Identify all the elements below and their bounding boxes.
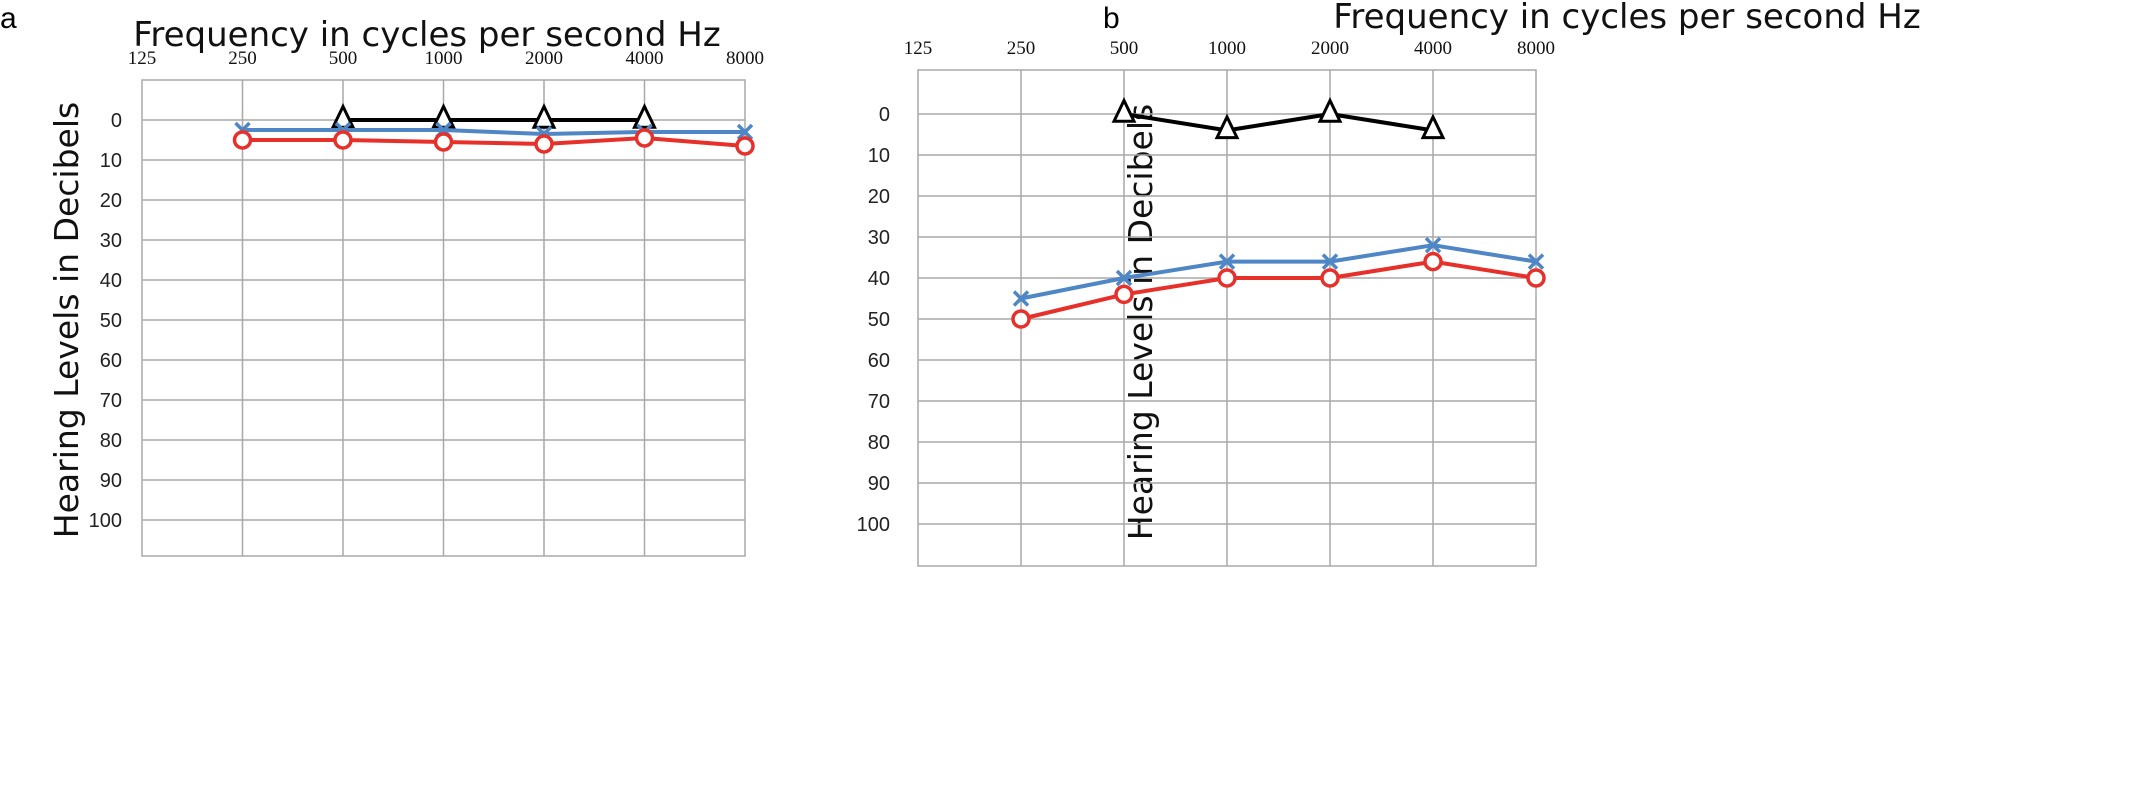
x-tick-label-a: 250 <box>228 48 257 69</box>
y-axis-label-b: Hearing Levels in Decibels <box>1121 104 1160 540</box>
data-point-triangle-a <box>431 103 456 129</box>
series-triangle-a <box>330 103 657 129</box>
y-tick-label-a: 80 <box>100 430 122 452</box>
data-point-circle-a <box>534 134 554 154</box>
data-point-circle-b <box>1526 268 1546 288</box>
data-point-circle-b <box>1011 309 1031 329</box>
x-tick-labels-a: 125 250 500 1000 2000 4000 8000 <box>128 48 764 69</box>
series-line-x-a <box>242 128 745 136</box>
x-tick-label-b: 125 <box>904 38 933 59</box>
x-tick-labels-b: 125 250 500 1000 2000 4000 8000 <box>904 38 1555 59</box>
y-tick-label-b: 20 <box>868 186 890 208</box>
x-tick-label-b: 8000 <box>1517 38 1555 59</box>
x-tick-label-a: 125 <box>128 48 157 69</box>
series-line-x-b <box>1020 243 1537 301</box>
data-point-triangle-b <box>1214 113 1240 140</box>
data-point-x-b <box>1424 236 1442 254</box>
y-tick-label-a: 100 <box>89 510 122 532</box>
y-tick-label-b: 0 <box>879 104 890 126</box>
panel-letter-a: a <box>0 2 17 35</box>
y-tick-labels-b: 0 10 20 30 40 50 60 70 80 90 100 <box>857 104 890 536</box>
data-point-x-b <box>1527 253 1545 270</box>
data-point-x-b <box>1012 290 1030 307</box>
panel-a: a Frequency in cycles per second Hz Hear… <box>0 2 764 557</box>
data-point-triangle-a <box>330 103 356 129</box>
y-tick-label-a: 60 <box>100 350 122 372</box>
y-tick-label-a: 10 <box>100 150 122 172</box>
y-tick-label-a: 70 <box>100 390 122 412</box>
grid-b <box>917 69 1537 567</box>
data-point-x-b <box>1218 253 1236 270</box>
x-tick-label-a: 4000 <box>626 48 664 69</box>
x-tick-label-b: 250 <box>1007 38 1036 59</box>
series-layer-b <box>1011 97 1546 329</box>
y-tick-label-b: 50 <box>868 309 890 331</box>
series-line-circle-a <box>242 136 746 148</box>
x-tick-label-a: 2000 <box>525 48 563 69</box>
series-layer-a <box>232 103 755 156</box>
x-tick-label-b: 2000 <box>1311 38 1349 59</box>
y-tick-label-b: 40 <box>868 268 890 290</box>
chart-title-a: Frequency in cycles per second Hz <box>133 15 720 55</box>
data-point-circle-a <box>232 130 253 150</box>
x-tick-label-a: 8000 <box>726 48 764 69</box>
x-tick-label-b: 500 <box>1110 38 1139 59</box>
y-tick-label-a: 50 <box>100 310 122 332</box>
y-tick-label-a: 20 <box>100 190 122 212</box>
panel-letter-b-text: b <box>1103 2 1120 35</box>
x-tick-label-b: 4000 <box>1414 38 1452 59</box>
y-tick-label-b: 100 <box>857 514 890 536</box>
data-point-x-b <box>1321 253 1339 270</box>
x-tick-label-a: 500 <box>329 48 358 69</box>
series-triangle-b <box>1111 97 1446 140</box>
x-tick-label-a: 1000 <box>425 48 463 69</box>
series-circle-a <box>232 128 755 156</box>
data-point-circle-b <box>1423 251 1443 272</box>
data-point-x-a <box>736 123 754 141</box>
y-tick-labels-a: 0 10 20 30 40 50 60 70 80 90 100 <box>89 110 122 532</box>
y-tick-label-b: 60 <box>868 350 890 372</box>
x-tick-label-b: 1000 <box>1208 38 1246 59</box>
series-circle-b <box>1011 251 1546 329</box>
data-point-circle-a <box>735 136 755 156</box>
y-tick-label-b: 10 <box>868 145 890 167</box>
y-tick-label-b: 30 <box>868 227 890 249</box>
y-tick-label-b: 80 <box>868 432 890 454</box>
data-point-circle-a <box>333 130 353 150</box>
data-point-triangle-a <box>632 103 657 129</box>
y-tick-label-b: 90 <box>868 473 890 495</box>
data-point-x-b <box>1115 269 1133 287</box>
data-point-triangle-b <box>1420 113 1446 140</box>
y-tick-label-a: 30 <box>100 230 122 252</box>
data-point-circle-a <box>433 132 454 152</box>
data-point-circle-b <box>1217 268 1237 288</box>
series-line-triangle-b <box>1123 112 1434 133</box>
data-point-triangle-b <box>1317 97 1343 123</box>
series-x-b <box>1012 236 1545 307</box>
data-point-circle-b <box>1114 284 1134 305</box>
y-tick-label-a: 90 <box>100 470 122 492</box>
data-point-circle-b <box>1320 268 1340 288</box>
series-line-circle-b <box>1020 259 1537 321</box>
y-tick-label-a: 40 <box>100 270 122 292</box>
y-tick-label-a: 0 <box>111 110 122 132</box>
data-point-triangle-b <box>1111 97 1137 123</box>
data-point-circle-a <box>634 128 655 148</box>
chart-title-b: Frequency in cycles per second Hz <box>1333 0 1920 37</box>
data-point-triangle-a <box>531 103 557 129</box>
y-tick-label-b: 70 <box>868 391 890 413</box>
y-axis-label-a: Hearing Levels in Decibels <box>47 102 86 538</box>
panel-b: Frequency in cycles per second Hz b Freq… <box>857 0 1921 567</box>
